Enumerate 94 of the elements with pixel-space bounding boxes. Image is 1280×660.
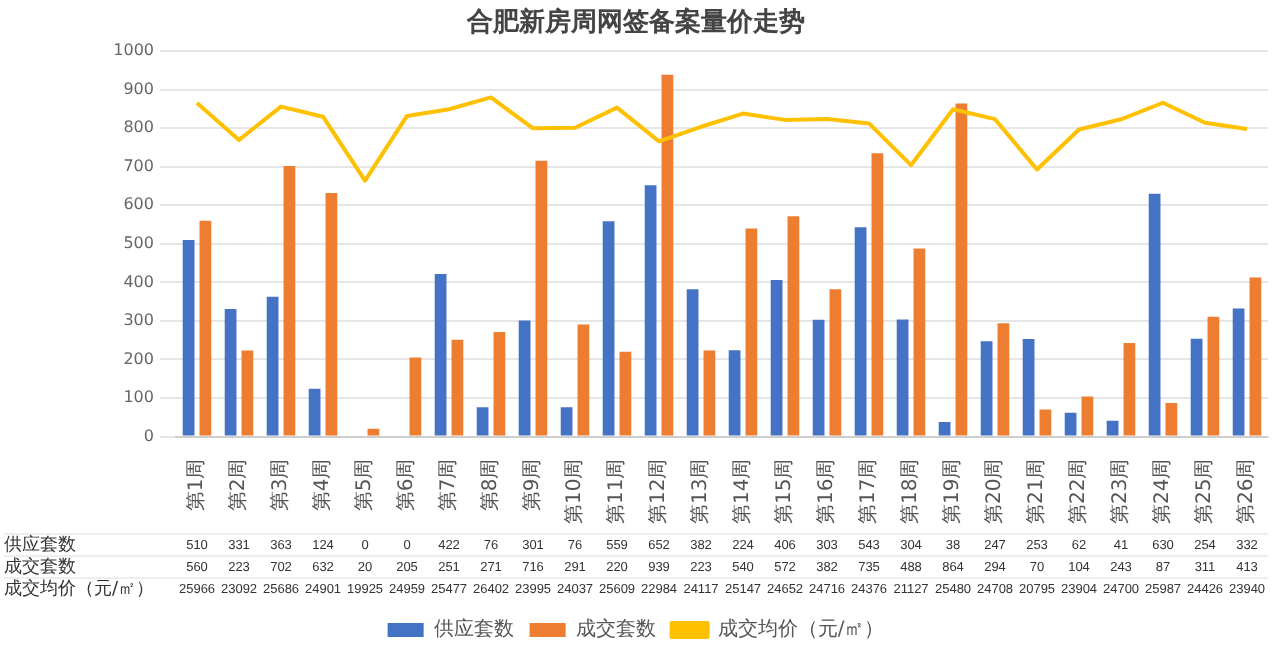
y-tick-label: 800 xyxy=(123,118,154,137)
x-tick-label: 第25周 xyxy=(1192,458,1217,525)
bar xyxy=(602,221,615,436)
bar xyxy=(871,153,884,436)
bar xyxy=(535,160,548,436)
x-tick-label: 第1周 xyxy=(184,458,209,512)
bar xyxy=(1249,277,1262,436)
x-tick-label: 第14周 xyxy=(730,458,755,525)
bar xyxy=(619,351,632,436)
bar xyxy=(686,289,699,436)
x-tick-label: 第16周 xyxy=(814,458,839,525)
bar xyxy=(1106,420,1119,436)
bar xyxy=(451,339,464,436)
bar xyxy=(493,332,506,436)
y-tick-label: 700 xyxy=(123,156,154,175)
bar xyxy=(787,216,800,436)
bar xyxy=(1064,412,1077,436)
x-tick-label: 第11周 xyxy=(604,458,629,525)
y-tick-label: 300 xyxy=(123,311,154,330)
bar xyxy=(1022,339,1035,436)
x-tick-label: 第7周 xyxy=(436,458,461,512)
y-tick-label: 1000 xyxy=(113,41,154,60)
x-tick-label: 第17周 xyxy=(856,458,881,525)
y-tick-label: 100 xyxy=(123,388,154,407)
x-tick-label: 第26周 xyxy=(1234,458,1259,525)
bar xyxy=(1123,342,1136,436)
bar xyxy=(1232,308,1245,436)
x-tick-label: 第10周 xyxy=(562,458,587,525)
legend-label: 成交套数 xyxy=(575,617,656,642)
bar xyxy=(476,407,489,436)
x-tick-label: 第24周 xyxy=(1150,458,1175,525)
x-tick-label: 第22周 xyxy=(1066,458,1091,525)
x-tick-label: 第3周 xyxy=(268,458,293,512)
bar xyxy=(745,228,758,436)
y-tick-label: 400 xyxy=(123,272,154,291)
bar xyxy=(199,220,212,436)
x-tick-label: 第21周 xyxy=(1024,458,1049,525)
bar xyxy=(560,407,573,436)
bar xyxy=(434,273,447,436)
x-tick-label: 第6周 xyxy=(394,458,419,512)
bar xyxy=(997,323,1010,436)
bar xyxy=(854,227,867,436)
x-tick-label: 第2周 xyxy=(226,458,251,512)
bar xyxy=(728,350,741,436)
x-tick-label: 第8周 xyxy=(478,458,503,512)
legend-label: 供应套数 xyxy=(433,617,514,642)
bar xyxy=(266,296,279,436)
bar xyxy=(770,280,783,436)
bar xyxy=(812,319,825,436)
y-tick-label: 0 xyxy=(143,426,154,445)
bar xyxy=(1165,403,1178,436)
text: 成交均价（元/㎡） xyxy=(4,579,155,600)
bar xyxy=(896,319,909,436)
bar xyxy=(518,320,531,436)
bar xyxy=(325,193,338,436)
x-tick-label: 第20周 xyxy=(982,458,1007,525)
bar xyxy=(241,350,254,436)
bar xyxy=(1081,396,1094,436)
bar xyxy=(980,341,993,436)
bar xyxy=(913,248,926,436)
bar xyxy=(1039,409,1052,436)
bar xyxy=(182,240,195,436)
bar xyxy=(829,289,842,436)
bar xyxy=(409,357,422,436)
bar xyxy=(308,388,321,436)
legend-label: 成交均价（元/㎡） xyxy=(717,617,885,642)
bar xyxy=(1148,193,1161,436)
bar xyxy=(644,185,657,436)
text: 供应套数 xyxy=(4,535,76,556)
bar xyxy=(703,350,716,436)
bar xyxy=(661,74,674,436)
chart-title: 合肥新房周网签备案量价走势 xyxy=(465,6,805,39)
x-tick-label: 第5周 xyxy=(352,458,377,512)
x-tick-label: 第13周 xyxy=(688,458,713,525)
bar xyxy=(1190,338,1203,436)
x-tick-label: 第23周 xyxy=(1108,458,1133,525)
bar xyxy=(1207,316,1220,436)
y-tick-label: 200 xyxy=(123,349,154,368)
x-tick-label: 第4周 xyxy=(310,458,335,512)
x-tick-label: 第19周 xyxy=(940,458,965,525)
x-tick-label: 第12周 xyxy=(646,458,671,525)
y-tick-label: 600 xyxy=(123,195,154,214)
x-tick-label: 第15周 xyxy=(772,458,797,525)
bar xyxy=(283,166,296,436)
bar xyxy=(367,428,380,436)
bar xyxy=(577,324,590,436)
text: 成交套数 xyxy=(4,557,76,578)
y-tick-label: 500 xyxy=(123,234,154,253)
bar xyxy=(938,421,951,436)
bar xyxy=(955,103,968,436)
bar xyxy=(224,309,237,436)
x-tick-label: 第18周 xyxy=(898,458,923,525)
y-tick-label: 900 xyxy=(123,79,154,98)
x-tick-label: 第9周 xyxy=(520,458,545,512)
